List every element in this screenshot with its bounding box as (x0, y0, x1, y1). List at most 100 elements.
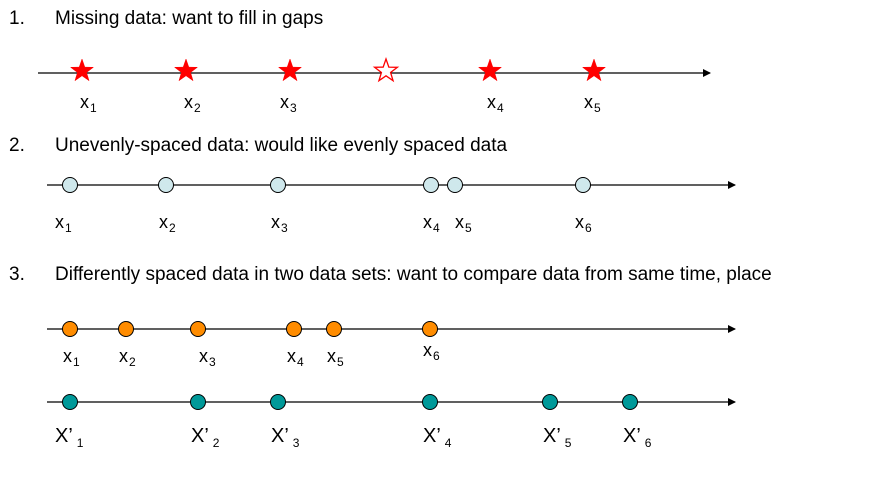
label-x-3-base: x (199, 346, 208, 366)
orange-point-4 (286, 321, 302, 337)
label-x-3-subscript: 3 (209, 355, 216, 369)
label-x-3-base: x (280, 92, 289, 112)
data-point-6 (575, 177, 591, 193)
label-xprime-2-base: X’ (191, 425, 209, 447)
label-x-2: x2 (119, 346, 136, 369)
label-x-1: x1 (80, 92, 97, 115)
data-point-1 (62, 177, 78, 193)
teal-point-3 (270, 394, 286, 410)
label-xprime-6-subscript: 6 (645, 436, 652, 450)
label-xprime-1: X’ 1 (55, 425, 84, 450)
label-xprime-3: X’ 3 (271, 425, 300, 450)
label-x-4: x4 (423, 212, 440, 235)
label-x-1-base: x (55, 212, 64, 232)
label-x-5-base: x (327, 346, 336, 366)
label-x-1: x1 (63, 346, 80, 369)
label-xprime-1-base: X’ (55, 425, 73, 447)
teal-point-2 (190, 394, 206, 410)
orange-point-2 (118, 321, 134, 337)
label-x-2-subscript: 2 (169, 221, 176, 235)
label-xprime-5-base: X’ (543, 425, 561, 447)
data-point-2 (158, 177, 174, 193)
section-2-text: Unevenly-spaced data: would like evenly … (55, 135, 508, 156)
label-x-2-base: x (184, 92, 193, 112)
label-x-2-subscript: 2 (129, 355, 136, 369)
section-1-heading: 1. Missing data: want to fill in gaps (9, 9, 509, 31)
label-x-4: x4 (487, 92, 504, 115)
label-xprime-6: X’ 6 (623, 425, 652, 450)
label-x-1-subscript: 1 (90, 101, 97, 115)
label-x-1: x1 (55, 212, 72, 235)
label-x-2: x2 (159, 212, 176, 235)
label-x-5: x5 (455, 212, 472, 235)
data-point-3 (270, 177, 286, 193)
label-x-1-base: x (63, 346, 72, 366)
section-2-heading: 2. Unevenly-spaced data: would like even… (9, 136, 709, 158)
label-xprime-4: X’ 4 (423, 425, 452, 450)
label-xprime-3-subscript: 3 (293, 436, 300, 450)
section-1-number: 1. (9, 8, 25, 29)
label-xprime-5: X’ 5 (543, 425, 572, 450)
label-x-5-base: x (455, 212, 464, 232)
orange-point-1 (62, 321, 78, 337)
label-x-2: x2 (184, 92, 201, 115)
label-x-5-base: x (584, 92, 593, 112)
teal-point-4 (422, 394, 438, 410)
label-x-1-base: x (80, 92, 89, 112)
filled-star-2 (173, 58, 199, 82)
section-1-text: Missing data: want to fill in gaps (55, 8, 324, 29)
label-x-4-base: x (423, 212, 432, 232)
teal-point-1 (62, 394, 78, 410)
label-x-3-subscript: 3 (290, 101, 297, 115)
label-x-3: x3 (199, 346, 216, 369)
label-x-3: x3 (280, 92, 297, 115)
filled-star-6 (581, 58, 607, 82)
row-3a-markers (62, 321, 438, 337)
label-x-6-subscript: 6 (585, 221, 592, 235)
label-xprime-5-subscript: 5 (565, 436, 572, 450)
label-x-3: x3 (271, 212, 288, 235)
label-x-6-subscript: 6 (433, 349, 440, 363)
filled-star-3 (277, 58, 303, 82)
label-xprime-2: X’ 2 (191, 425, 220, 450)
label-xprime-1-subscript: 1 (77, 436, 84, 450)
orange-point-3 (190, 321, 206, 337)
label-xprime-4-base: X’ (423, 425, 441, 447)
section-3-text: Differently spaced data in two data sets… (55, 264, 772, 285)
row-1-labels: x1 x2 x3 x4 x5 (80, 92, 601, 115)
label-x-4-base: x (487, 92, 496, 112)
label-x-1-subscript: 1 (73, 355, 80, 369)
section-3-heading: 3. Differently spaced data in two data s… (9, 265, 877, 287)
teal-point-6 (622, 394, 638, 410)
hollow-star-4 (372, 57, 400, 83)
filled-star-5 (477, 58, 503, 82)
label-x-6-base: x (575, 212, 584, 232)
label-x-5-subscript: 5 (465, 221, 472, 235)
data-point-4 (423, 177, 439, 193)
label-x-2-subscript: 2 (194, 101, 201, 115)
teal-point-5 (542, 394, 558, 410)
row-2-markers (62, 177, 591, 193)
row-3b-markers (62, 394, 638, 410)
section-3-number: 3. (9, 264, 25, 285)
label-xprime-3-base: X’ (271, 425, 289, 447)
label-x-1-subscript: 1 (65, 221, 72, 235)
label-x-5: x5 (584, 92, 601, 115)
label-x-2-base: x (159, 212, 168, 232)
label-x-2-base: x (119, 346, 128, 366)
label-x-5-subscript: 5 (594, 101, 601, 115)
label-xprime-2-subscript: 2 (213, 436, 220, 450)
data-point-5 (447, 177, 463, 193)
label-x-4-subscript: 4 (433, 221, 440, 235)
filled-star-1 (69, 58, 95, 82)
orange-point-5 (326, 321, 342, 337)
label-x-4-subscript: 4 (497, 101, 504, 115)
label-x-5: x5 (327, 346, 344, 369)
row-3b-labels: X’ 1 X’ 2 X’ 3 X’ 4 X’ 5 X’ 6 (55, 425, 652, 450)
label-x-4: x4 (287, 346, 304, 369)
label-x-6: x6 (423, 340, 440, 363)
row-1-markers (69, 57, 607, 83)
label-x-6: x6 (575, 212, 592, 235)
